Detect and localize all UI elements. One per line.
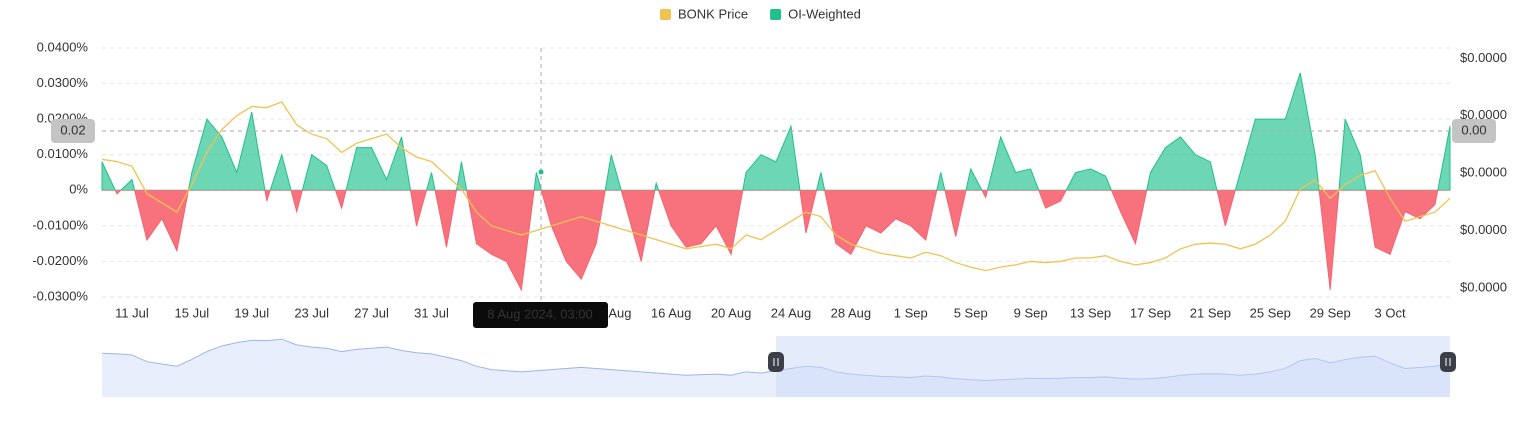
x-tick-label: 24 Aug	[771, 305, 812, 320]
y-tick-label: -0.0300%	[32, 288, 88, 303]
x-tick-label: 20 Aug	[711, 305, 752, 320]
y-tick-label: 0.0300%	[37, 75, 89, 90]
x-tick-label: 11 Jul	[115, 305, 149, 320]
x-tick-label: 16 Aug	[651, 305, 692, 320]
x-tick-label: 19 Jul	[234, 305, 269, 320]
y2-tick-label: $0.0000	[1460, 165, 1507, 180]
x-tick-label: 13 Sep	[1070, 305, 1111, 320]
x-tick-label: 25 Sep	[1250, 305, 1291, 320]
y-tick-label: 0%	[69, 182, 88, 197]
y2-tick-label: $0.0000	[1460, 279, 1507, 294]
navigator-selection	[776, 336, 1450, 397]
legend-swatch	[660, 9, 671, 20]
crosshair-point	[538, 169, 544, 175]
legend-label: BONK Price	[678, 6, 748, 21]
navigator-handle[interactable]	[768, 352, 784, 372]
navigator-handle[interactable]	[1440, 352, 1456, 372]
crosshair-badge	[51, 119, 95, 143]
y2-tick-label: $0.0000	[1460, 107, 1507, 122]
x-tick-label: 1 Sep	[894, 305, 928, 320]
x-tick-label: 15 Jul	[175, 305, 210, 320]
crosshair-x-badge	[473, 302, 608, 328]
x-tick-label: 28 Aug	[831, 305, 872, 320]
crosshair-y2-label: 0.00	[1461, 122, 1486, 137]
price-line	[101, 101, 1451, 272]
x-tick-label: 21 Sep	[1190, 305, 1231, 320]
x-tick-label: 3 Oct	[1375, 305, 1406, 320]
x-tick-label: 5 Sep	[954, 305, 988, 320]
legend-label: OI-Weighted	[788, 6, 861, 21]
x-tick-label: 17 Sep	[1130, 305, 1171, 320]
y-tick-label: -0.0100%	[32, 217, 88, 232]
x-tick-label: 27 Jul	[354, 305, 389, 320]
y2-tick-label: $0.0000	[1460, 50, 1507, 65]
legend-swatch	[770, 9, 782, 20]
x-tick-label: 9 Sep	[1014, 305, 1048, 320]
y-tick-label: -0.0200%	[32, 253, 88, 268]
y-tick-label: 0.0400%	[37, 39, 89, 54]
crosshair-badge	[1452, 119, 1496, 143]
area-positive	[101, 72, 1451, 191]
crosshair-x-label: 8 Aug 2024, 03:00	[487, 306, 593, 321]
crosshair-y-label: 0.02	[60, 122, 85, 137]
x-tick-label: 31 Jul	[414, 305, 449, 320]
y2-tick-label: $0.0000	[1460, 222, 1507, 237]
y-tick-label: 0.0100%	[37, 146, 89, 161]
x-tick-label: 23 Jul	[294, 305, 329, 320]
x-tick-label: 29 Sep	[1310, 305, 1351, 320]
